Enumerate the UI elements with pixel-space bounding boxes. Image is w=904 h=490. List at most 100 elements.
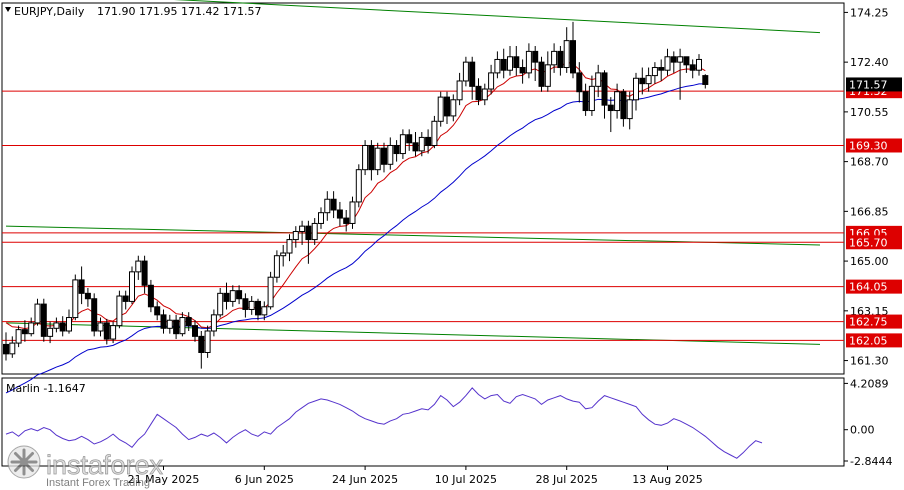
watermark-tagline: Instant Forex Trading bbox=[46, 477, 150, 489]
candle-body bbox=[141, 260, 148, 286]
candle bbox=[557, 46, 564, 76]
time-tick-label: 13 Aug 2025 bbox=[632, 473, 702, 486]
instaforex-logo-icon bbox=[7, 445, 41, 479]
candle-body bbox=[166, 319, 173, 329]
candle bbox=[135, 255, 142, 280]
candle-body bbox=[154, 306, 161, 316]
candle bbox=[488, 64, 495, 95]
candle-body bbox=[236, 290, 243, 300]
candle-body bbox=[129, 271, 135, 302]
candle-body bbox=[494, 58, 501, 74]
level-tag-6-label: 162.05 bbox=[849, 334, 888, 347]
level-tag-6-bg bbox=[846, 333, 902, 348]
time-tick-label: 6 Jun 2025 bbox=[235, 473, 294, 486]
candle-body bbox=[305, 225, 312, 241]
candle bbox=[500, 48, 507, 79]
level-tag-4-bg bbox=[846, 279, 902, 294]
candle-body bbox=[607, 104, 614, 112]
candle-body bbox=[683, 56, 690, 66]
candle bbox=[456, 72, 463, 106]
candle bbox=[267, 271, 274, 310]
candle-body bbox=[242, 298, 249, 310]
price-tick-label: 161.30 bbox=[850, 355, 889, 368]
trend-line-0 bbox=[173, 0, 821, 34]
ma-slow-line bbox=[5, 83, 706, 394]
candle-body bbox=[122, 295, 129, 302]
candle bbox=[34, 298, 41, 326]
candle-body bbox=[469, 61, 476, 87]
candle-body bbox=[677, 56, 684, 63]
candle-body bbox=[633, 77, 639, 101]
candle-body bbox=[696, 58, 702, 71]
candle-body bbox=[78, 279, 85, 294]
price-tags: 171.32169.30166.05165.70164.05162.75162.… bbox=[846, 77, 902, 348]
candle bbox=[645, 67, 652, 92]
candle bbox=[97, 317, 104, 337]
candle-body bbox=[368, 144, 375, 171]
candle bbox=[305, 220, 312, 264]
candle bbox=[273, 250, 280, 283]
candle bbox=[84, 287, 91, 307]
candle-body bbox=[223, 292, 230, 302]
candle bbox=[563, 27, 570, 73]
candle-body bbox=[387, 144, 394, 165]
collapse-arrow-icon bbox=[5, 7, 11, 12]
candle-body bbox=[349, 201, 356, 224]
candle-body bbox=[97, 322, 104, 332]
current-price-tag-label: 171.57 bbox=[849, 78, 888, 91]
osc-tick-label: 4.2089 bbox=[850, 377, 889, 390]
candle-body bbox=[116, 295, 123, 327]
candle-body bbox=[267, 276, 274, 308]
price-tick-label: 163.15 bbox=[850, 305, 889, 318]
candle-body bbox=[588, 85, 595, 112]
candle bbox=[59, 316, 66, 337]
candle-body bbox=[28, 322, 35, 335]
candle bbox=[179, 312, 186, 337]
instaforex-watermark: instaforex Instant Forex Trading bbox=[7, 445, 164, 489]
candle-body bbox=[614, 91, 621, 112]
candle bbox=[626, 91, 633, 130]
candle bbox=[198, 330, 205, 369]
candle bbox=[40, 298, 47, 342]
candle-body bbox=[513, 56, 520, 69]
candle bbox=[696, 54, 702, 76]
time-tick-label: 10 Jul 2025 bbox=[435, 473, 497, 486]
candle bbox=[185, 312, 192, 331]
candle bbox=[355, 164, 362, 208]
candle bbox=[154, 301, 161, 321]
candle bbox=[28, 317, 35, 337]
candle-body bbox=[103, 322, 110, 340]
candle bbox=[393, 140, 400, 162]
candle-body bbox=[462, 61, 469, 82]
candle-body bbox=[702, 75, 709, 85]
marlin-oscillator bbox=[5, 387, 763, 459]
candle-body bbox=[248, 300, 255, 310]
candle-body bbox=[406, 134, 413, 144]
candle-body bbox=[437, 96, 444, 122]
candle-body bbox=[645, 75, 652, 85]
candle-body bbox=[557, 50, 564, 69]
candle bbox=[336, 201, 343, 227]
candle-body bbox=[570, 40, 576, 74]
candle bbox=[582, 83, 589, 116]
candle-body bbox=[538, 61, 545, 87]
candle-body bbox=[418, 136, 425, 152]
level-tag-4-label: 164.05 bbox=[849, 281, 888, 294]
candle-body bbox=[689, 64, 696, 71]
candle bbox=[588, 75, 595, 116]
candle bbox=[475, 78, 482, 106]
candle bbox=[462, 56, 469, 87]
candle-body bbox=[84, 292, 91, 300]
candle bbox=[173, 314, 180, 340]
oscillator-axis: 4.2089 0.00 -2.8444 bbox=[844, 377, 892, 468]
candle bbox=[513, 46, 520, 76]
candle bbox=[160, 309, 167, 334]
level-tag-3-label: 165.70 bbox=[849, 236, 888, 249]
price-tick-label: 170.55 bbox=[850, 106, 889, 119]
candle-body bbox=[204, 330, 211, 353]
candle bbox=[633, 72, 639, 111]
candle-body bbox=[658, 67, 665, 71]
candle-body bbox=[135, 260, 142, 273]
candle-body bbox=[324, 198, 331, 214]
candle bbox=[343, 210, 350, 232]
